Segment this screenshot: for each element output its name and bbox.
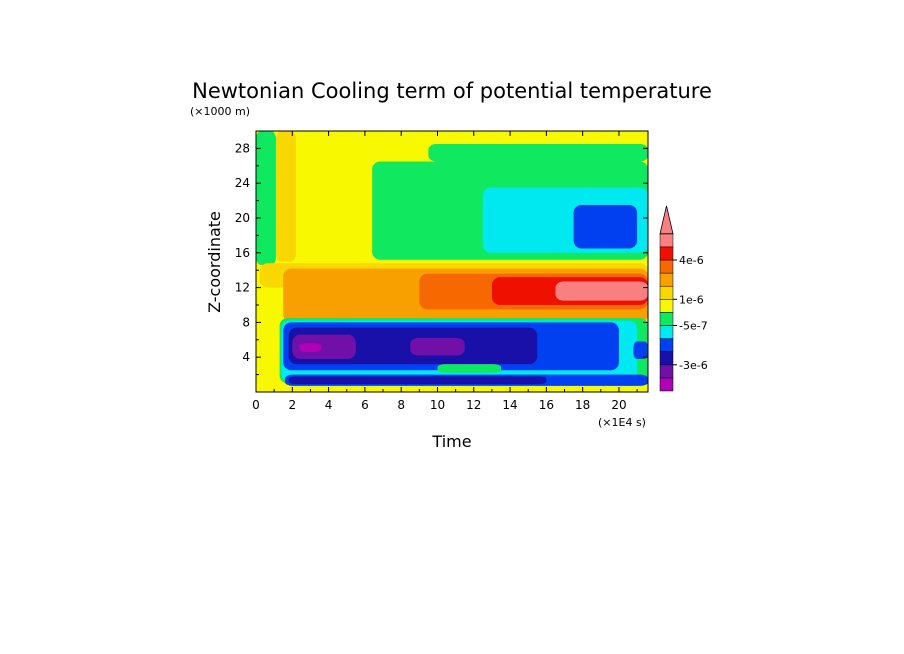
colorbar-swatch [659, 338, 674, 352]
y-tick-label: 16 [235, 246, 250, 260]
y-tick-label: 24 [235, 176, 250, 190]
x-axis-label: Time [431, 432, 471, 451]
contour-region [292, 334, 356, 359]
x-tick-label: 16 [539, 398, 554, 412]
contour-region [573, 204, 638, 249]
contour-region [437, 364, 501, 373]
y-tick-label: 8 [242, 315, 250, 329]
colorbar-extend-arrow [659, 205, 674, 235]
y-tick-label: 28 [235, 141, 250, 155]
colorbar-swatch [659, 233, 674, 248]
colorbar-swatch [659, 377, 674, 392]
colorbar-label: 1e-6 [679, 293, 704, 306]
x-tick-label: 8 [397, 398, 405, 412]
x-tick-label: 6 [361, 398, 369, 412]
colorbar: 4e-6 1e-6 -5e-7 -3e-6 [659, 205, 708, 392]
y-tick-label: 20 [235, 211, 250, 225]
y-axis-unit: (×1000 m) [190, 105, 250, 118]
colorbar-swatch [659, 351, 674, 366]
x-tick-label: 18 [575, 398, 590, 412]
colorbar-label: -3e-6 [679, 359, 708, 372]
colorbar-swatch [659, 312, 674, 326]
contour-region [288, 376, 547, 385]
x-tick-label: 0 [252, 398, 260, 412]
x-tick-label: 14 [502, 398, 517, 412]
plot-frame [255, 130, 649, 393]
contour-region [555, 281, 648, 301]
colorbar-swatch [659, 246, 674, 261]
colorbar-swatch [659, 259, 674, 274]
y-axis-label: Z-coordinate [205, 211, 224, 313]
x-axis: 0 2 4 6 8 10 12 14 16 18 20 [252, 131, 638, 412]
colorbar-swatch [659, 364, 674, 379]
y-axis: 4 8 12 16 20 24 28 [235, 141, 648, 376]
contour-region [299, 343, 322, 352]
contour-region [410, 338, 465, 356]
y-tick-label: 12 [235, 281, 250, 295]
x-tick-label: 2 [288, 398, 296, 412]
contour-region [633, 341, 648, 359]
contour-region [428, 144, 648, 162]
x-tick-label: 20 [611, 398, 626, 412]
x-axis-unit: (×1E4 s) [598, 416, 646, 429]
colorbar-label: 4e-6 [679, 254, 704, 267]
colorbar-label: -5e-7 [679, 320, 708, 333]
x-tick-label: 10 [430, 398, 445, 412]
x-tick-label: 4 [325, 398, 333, 412]
x-tick-label: 12 [466, 398, 481, 412]
colorbar-swatch [659, 299, 674, 313]
colorbar-swatch [659, 272, 674, 287]
colorbar-swatch [659, 325, 674, 339]
plot-area [255, 130, 649, 393]
contour-region [256, 131, 276, 265]
chart-title: Newtonian Cooling term of potential temp… [192, 79, 712, 103]
contour-region [275, 131, 296, 262]
colorbar-swatch [659, 285, 674, 300]
y-tick-label: 4 [242, 350, 250, 364]
